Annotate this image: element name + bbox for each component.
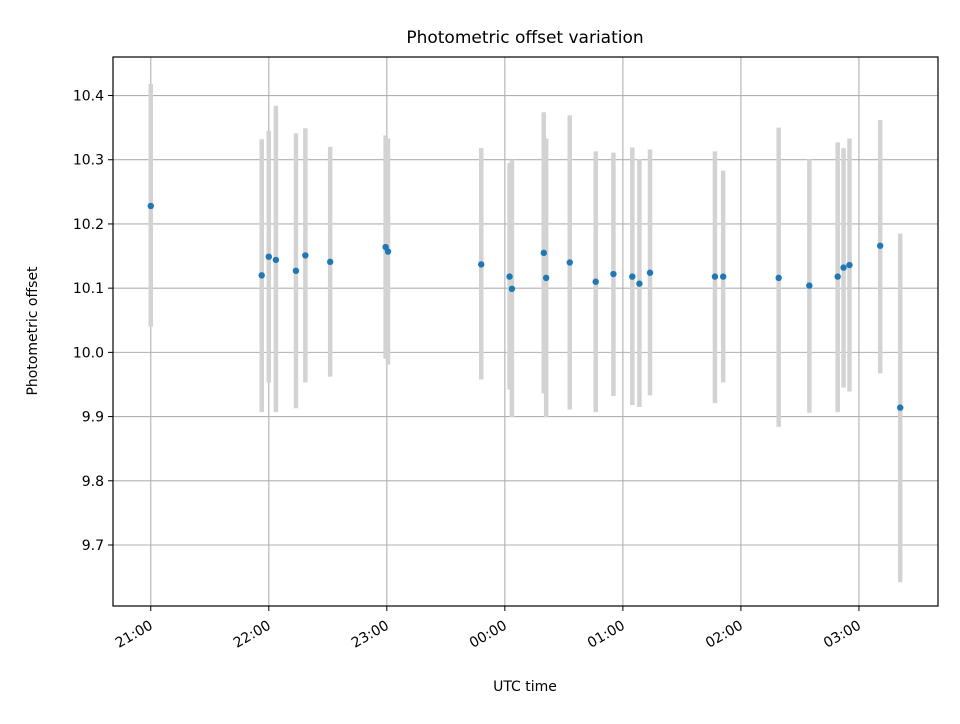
- y-tick-label: 10.1: [73, 281, 104, 297]
- data-point: [540, 249, 547, 257]
- y-tick-label: 9.9: [82, 410, 104, 426]
- data-point: [384, 248, 392, 255]
- y-axis-label: Photometric offset: [25, 266, 41, 396]
- data-point: [719, 273, 727, 280]
- data-point: [292, 267, 300, 275]
- data-point: [629, 273, 636, 280]
- data-point: [272, 256, 280, 264]
- data-point: [834, 273, 841, 280]
- data-point: [876, 242, 884, 249]
- data-point: [508, 285, 516, 292]
- data-point: [258, 272, 265, 279]
- data-point: [806, 282, 813, 289]
- data-points: [147, 202, 904, 411]
- data-point: [592, 278, 599, 285]
- data-point: [610, 270, 617, 278]
- plot-area-frame: [112, 56, 939, 607]
- data-point: [711, 273, 719, 280]
- data-point: [775, 274, 782, 282]
- data-point: [302, 252, 309, 259]
- y-tick-label: 9.7: [82, 538, 104, 554]
- data-point: [840, 264, 847, 271]
- chart-title: Photometric offset variation: [406, 28, 643, 48]
- x-axis-label: UTC time: [493, 679, 557, 695]
- data-point: [646, 269, 654, 276]
- data-point: [846, 261, 853, 269]
- y-tick-label: 10.2: [73, 217, 104, 233]
- data-point: [326, 258, 334, 266]
- y-tick-label: 9.8: [82, 474, 104, 490]
- data-point: [542, 274, 550, 282]
- data-point: [566, 259, 573, 266]
- y-tick-label: 10.3: [73, 153, 104, 169]
- data-point: [897, 404, 904, 411]
- data-point: [147, 202, 154, 210]
- y-tick-label: 10.0: [73, 345, 104, 361]
- y-tick-label: 10.4: [73, 89, 104, 105]
- data-point: [506, 273, 513, 280]
- data-point: [265, 253, 272, 260]
- data-point: [478, 261, 485, 268]
- data-point: [636, 280, 643, 287]
